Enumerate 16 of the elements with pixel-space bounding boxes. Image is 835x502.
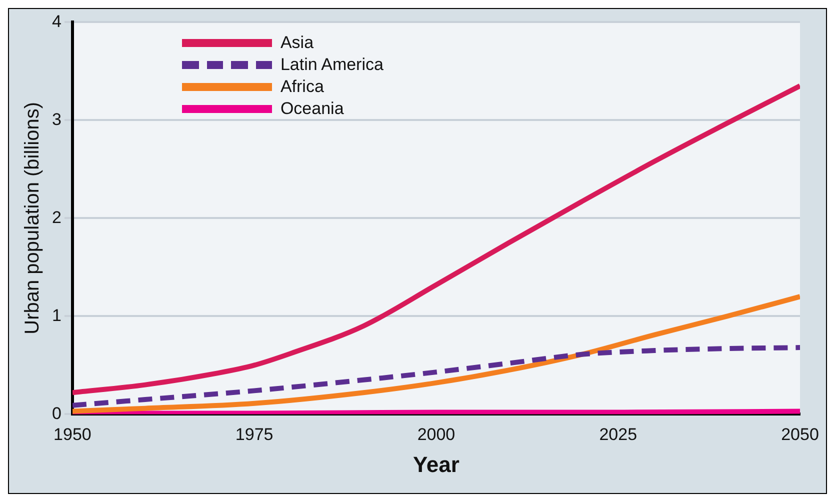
x-tick-label: 2025 xyxy=(599,425,638,444)
legend-label: Oceania xyxy=(280,99,344,120)
x-tick-label: 2050 xyxy=(781,425,819,444)
y-tick-label: 1 xyxy=(52,306,62,325)
y-tick-label: 3 xyxy=(52,110,62,129)
legend-label: Africa xyxy=(280,77,324,98)
y-tick-label: 4 xyxy=(52,12,62,31)
y-axis-title: Urban population (billions) xyxy=(22,102,44,334)
legend-label: Latin America xyxy=(280,55,384,76)
x-tick-label: 1975 xyxy=(235,425,274,444)
x-tick-label: 2000 xyxy=(417,425,456,444)
x-tick-label: 1950 xyxy=(54,425,92,444)
x-axis-title: Year xyxy=(412,452,460,477)
y-tick-label: 0 xyxy=(52,404,62,423)
y-tick-label: 2 xyxy=(52,208,62,227)
legend-label: Asia xyxy=(280,33,314,54)
